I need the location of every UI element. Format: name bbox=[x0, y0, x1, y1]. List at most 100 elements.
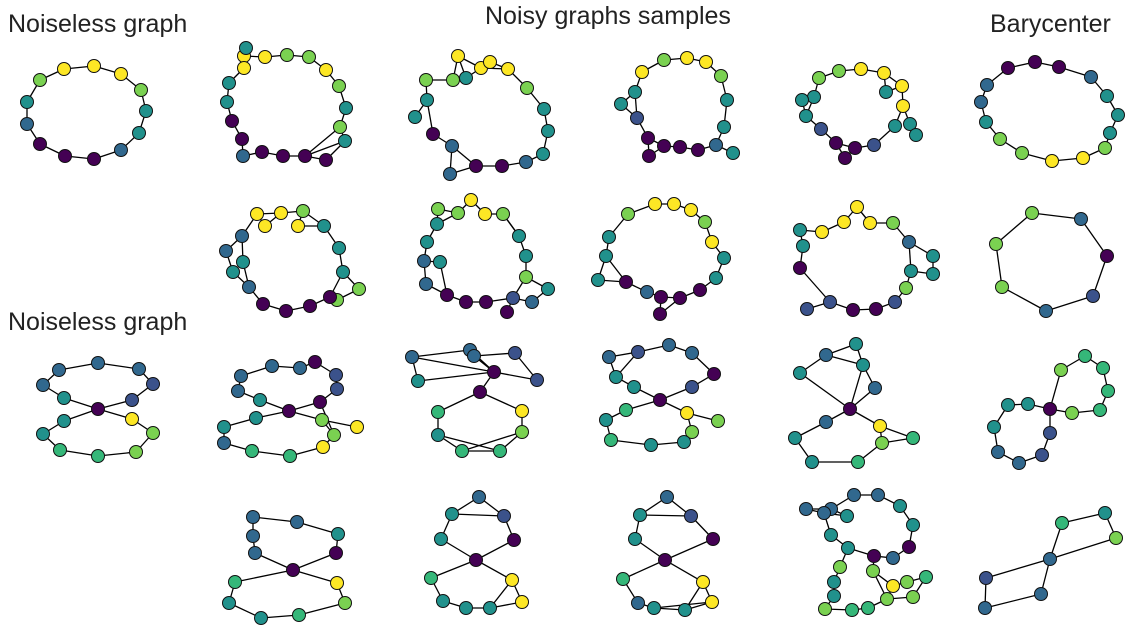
graph-node bbox=[680, 51, 694, 65]
graph-node bbox=[926, 249, 940, 263]
graph-node bbox=[302, 50, 316, 64]
graph-node bbox=[1035, 448, 1049, 462]
graph-node bbox=[495, 159, 509, 173]
graph-edge bbox=[479, 391, 523, 412]
graph-node bbox=[869, 302, 883, 316]
graph-node bbox=[709, 271, 723, 285]
graph-node bbox=[1098, 506, 1112, 520]
graph-node bbox=[250, 207, 264, 221]
graph-edge bbox=[304, 126, 341, 157]
graph-node bbox=[653, 307, 667, 321]
graph-node bbox=[467, 349, 481, 363]
graph-node bbox=[57, 62, 71, 76]
noisy-circle-1 bbox=[220, 41, 353, 167]
graph-edge bbox=[985, 558, 1051, 579]
graph-node bbox=[417, 254, 431, 268]
barycenter-parallelograms bbox=[978, 506, 1123, 615]
graph-node bbox=[877, 66, 891, 80]
graph-node bbox=[619, 403, 633, 417]
graph-node bbox=[886, 551, 900, 565]
graph-node bbox=[868, 381, 882, 395]
graph-node bbox=[329, 368, 343, 382]
graph-edge bbox=[1080, 218, 1108, 257]
graph-node bbox=[621, 207, 635, 221]
graph-node bbox=[628, 85, 642, 99]
graph-node bbox=[685, 425, 699, 439]
graph-node bbox=[627, 380, 641, 394]
graph-edge bbox=[437, 434, 501, 452]
graph-node bbox=[132, 126, 146, 140]
graph-node bbox=[987, 420, 1001, 434]
graph-node bbox=[1021, 397, 1035, 411]
graph-node bbox=[290, 515, 304, 529]
graph-node bbox=[497, 509, 511, 523]
graph-node bbox=[292, 608, 306, 622]
graph-node bbox=[515, 404, 529, 418]
graph-edge bbox=[664, 538, 714, 561]
graph-node bbox=[319, 63, 333, 77]
graph-node bbox=[707, 367, 721, 381]
graph-node bbox=[519, 270, 533, 284]
graph-node bbox=[291, 219, 305, 233]
graph-node bbox=[236, 149, 250, 163]
graph-node bbox=[906, 518, 920, 532]
graph-node bbox=[819, 415, 833, 429]
graph-edge bbox=[1031, 212, 1082, 220]
graph-node bbox=[20, 117, 34, 131]
graph-node bbox=[1109, 531, 1123, 545]
graph-node bbox=[327, 428, 341, 442]
graph-edge bbox=[292, 569, 338, 584]
graph-node bbox=[631, 345, 645, 359]
graph-node bbox=[87, 152, 101, 166]
graph-node bbox=[602, 350, 616, 364]
graph-node bbox=[980, 78, 994, 92]
graph-node bbox=[222, 76, 236, 90]
graph-node bbox=[818, 602, 832, 616]
graph-node bbox=[604, 433, 618, 447]
graph-node bbox=[91, 449, 105, 463]
graph-node bbox=[1045, 154, 1059, 168]
graph-node bbox=[647, 601, 661, 615]
graph-node bbox=[1101, 384, 1115, 398]
graph-node bbox=[1012, 456, 1026, 470]
graph-node bbox=[512, 229, 526, 243]
noiseless-graph-title-top: Noiseless graph bbox=[8, 10, 188, 38]
graph-node bbox=[220, 95, 234, 109]
graph-edge bbox=[622, 559, 666, 580]
graph-node bbox=[633, 508, 647, 522]
graph-node bbox=[861, 601, 875, 615]
graph-node bbox=[714, 69, 728, 83]
graph-node bbox=[979, 571, 993, 585]
graph-edge bbox=[1061, 512, 1106, 524]
graph-node bbox=[283, 449, 297, 463]
graph-node bbox=[696, 575, 710, 589]
graph-node bbox=[350, 420, 364, 434]
graph-node bbox=[248, 546, 262, 560]
noisy-graphs-title: Noisy graphs samples bbox=[485, 2, 731, 30]
graph-node bbox=[313, 395, 327, 409]
graph-node bbox=[114, 67, 128, 81]
graph-node bbox=[487, 365, 501, 379]
graph-node bbox=[426, 127, 440, 141]
graph-node bbox=[989, 237, 1003, 251]
graph-edge bbox=[430, 559, 477, 579]
graph-node bbox=[684, 203, 698, 217]
graph-node bbox=[648, 197, 662, 211]
graph-node bbox=[515, 595, 529, 609]
graph-node bbox=[1065, 406, 1079, 420]
graph-node bbox=[507, 533, 521, 547]
graph-node bbox=[317, 219, 331, 233]
graph-node bbox=[635, 65, 649, 79]
graph-node bbox=[469, 553, 483, 567]
noisy-circle-5 bbox=[219, 204, 366, 318]
graph-node bbox=[493, 444, 507, 458]
graph-node bbox=[875, 436, 889, 450]
graph-node bbox=[1103, 126, 1117, 140]
graph-node bbox=[657, 53, 671, 67]
graph-node bbox=[431, 428, 445, 442]
graph-edge bbox=[304, 140, 346, 157]
graph-node bbox=[657, 139, 671, 153]
graph-node bbox=[455, 444, 469, 458]
graph-node bbox=[662, 338, 676, 352]
